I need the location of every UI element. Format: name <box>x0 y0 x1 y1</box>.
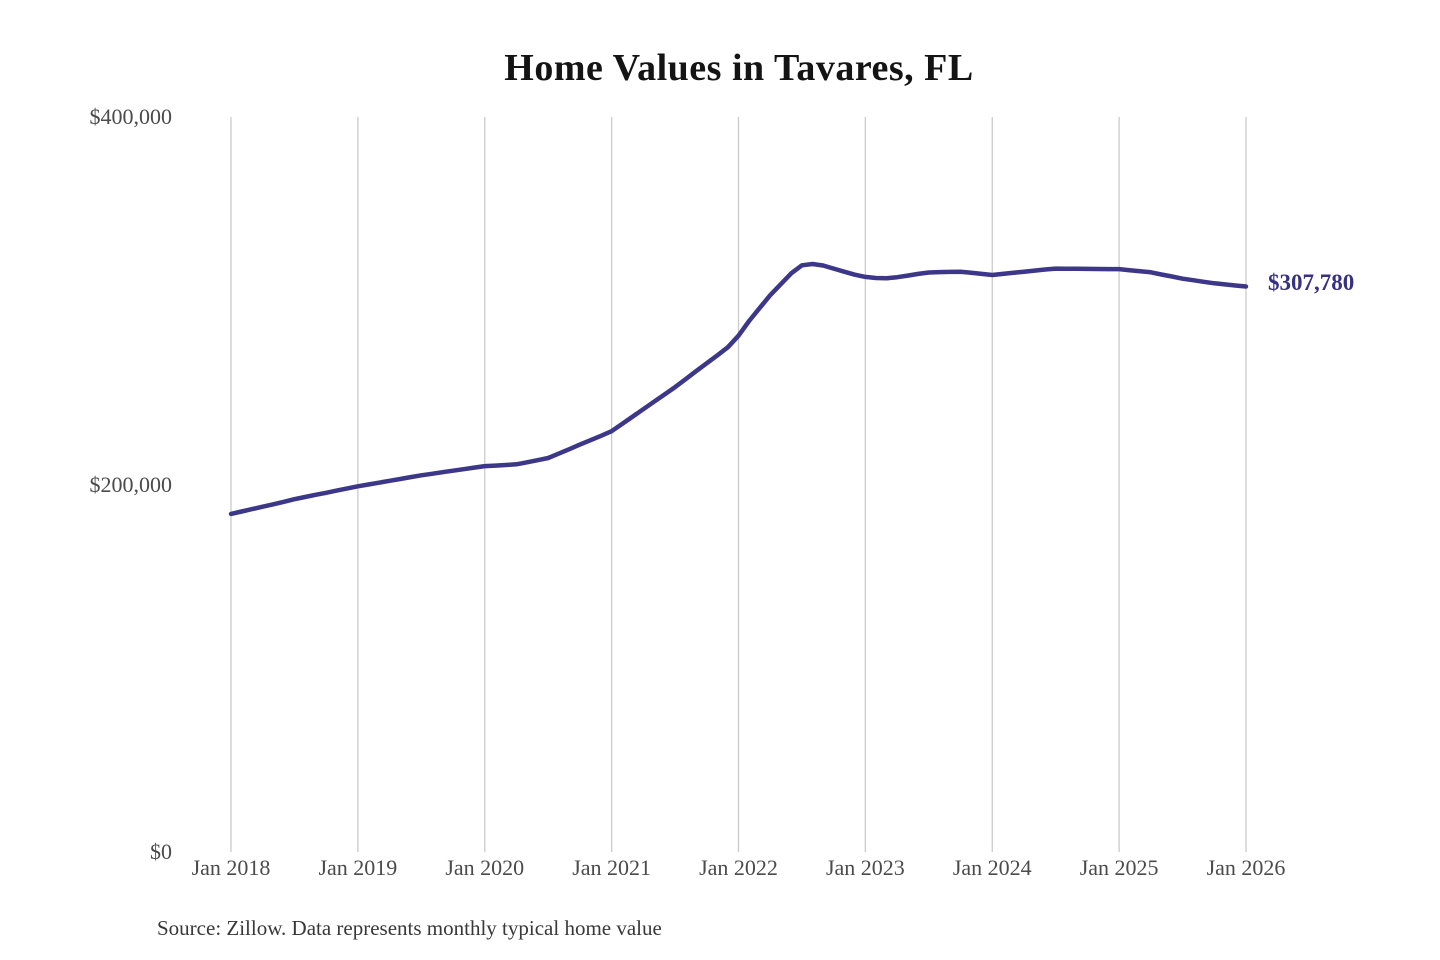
y-tick-label: $0 <box>150 839 172 864</box>
x-tick-label: Jan 2021 <box>572 855 652 880</box>
x-tick-label: Jan 2025 <box>1079 855 1159 880</box>
home-value-line <box>228 261 1249 517</box>
end-value-label: $307,780 <box>1268 270 1355 296</box>
y-tick-label: $200,000 <box>89 471 173 497</box>
x-tick-label: Jan 2022 <box>699 855 778 880</box>
x-tick-label: Jan 2026 <box>1206 855 1286 880</box>
x-tick-label: Jan 2019 <box>318 855 398 880</box>
x-tick-label: Jan 2023 <box>825 855 905 880</box>
source-note: Source: Zillow. Data represents monthly … <box>157 916 662 940</box>
x-tick-label: Jan 2020 <box>445 855 525 880</box>
y-tick-label: $400,000 <box>89 104 173 129</box>
x-tick-label: Jan 2018 <box>191 855 271 880</box>
chart-title: Home Values in Tavares, FL <box>504 47 974 89</box>
x-tick-label: Jan 2024 <box>952 855 1032 880</box>
